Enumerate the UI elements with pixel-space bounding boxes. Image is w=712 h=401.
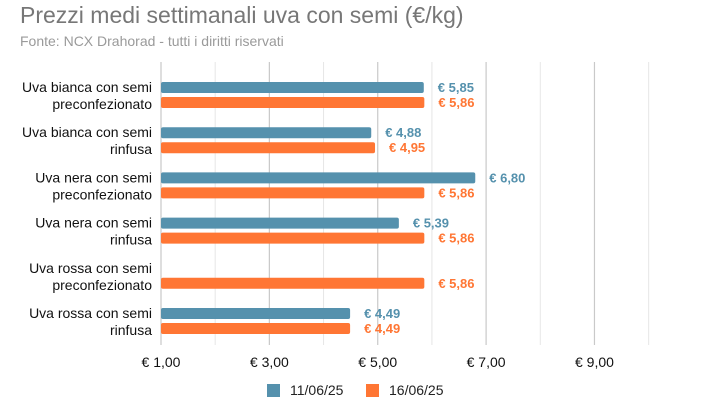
- data-label: € 5,86: [438, 185, 474, 200]
- bar: [161, 323, 351, 334]
- category-label: Uva nera con semi rinfusa: [35, 215, 152, 248]
- bar: [161, 277, 425, 289]
- data-label: € 4,49: [364, 306, 400, 321]
- data-label: € 5,86: [438, 231, 474, 246]
- category-label: Uva rossa con semi rinfusa: [29, 305, 152, 338]
- grid-lines: [160, 62, 650, 345]
- chart-title: Prezzi medi settimanali uva con semi (€/…: [20, 2, 464, 28]
- bar: [161, 308, 351, 319]
- bar: [161, 232, 425, 244]
- x-tick-label: € 7,00: [467, 354, 506, 370]
- data-label: € 5,86: [438, 95, 474, 110]
- bar: [161, 217, 399, 229]
- legend-swatch: [267, 384, 280, 397]
- category-label: Uva nera con semi preconfezionato: [35, 169, 152, 202]
- data-label: € 4,88: [385, 125, 421, 140]
- category-label: Uva bianca con semi rinfusa: [22, 124, 152, 157]
- x-tick-label: € 9,00: [575, 354, 614, 370]
- legend: 11/06/25 16/06/25: [267, 382, 444, 398]
- legend-label: 11/06/25: [290, 382, 344, 398]
- data-label: € 6,80: [489, 170, 525, 185]
- category-labels: Uva bianca con semi preconfezionato Uva bi…: [22, 79, 152, 338]
- data-label: € 4,95: [389, 140, 425, 155]
- bar: [161, 127, 372, 139]
- bar: [161, 82, 424, 93]
- x-tick-label: € 1,00: [142, 354, 181, 370]
- data-label: € 5,39: [413, 216, 449, 231]
- data-label: € 4,49: [364, 321, 400, 336]
- category-label: Uva rossa con semi preconfezionato: [29, 260, 152, 293]
- x-tick-label: € 5,00: [358, 354, 397, 370]
- bars: € 5,85 € 4,88 € 6,80 € 5,39 € 4,49 € 5,86 € 4,…: [161, 80, 525, 336]
- x-tick-label: € 3,00: [250, 354, 289, 370]
- chart-subtitle: Fonte: NCX Drahorad - tutti i diritti ri…: [20, 33, 284, 49]
- legend-label: 16/06/25: [389, 382, 444, 398]
- bar: [161, 187, 425, 199]
- legend-swatch: [366, 384, 379, 397]
- bar: [161, 172, 476, 184]
- bar: [161, 142, 376, 154]
- data-label: € 5,86: [438, 276, 474, 291]
- bar: [161, 97, 425, 108]
- category-label: Uva bianca con semi preconfezionato: [22, 79, 152, 112]
- x-axis-ticks: € 1,00 € 3,00 € 5,00 € 7,00 € 9,00: [142, 354, 615, 370]
- data-label: € 5,85: [438, 80, 474, 95]
